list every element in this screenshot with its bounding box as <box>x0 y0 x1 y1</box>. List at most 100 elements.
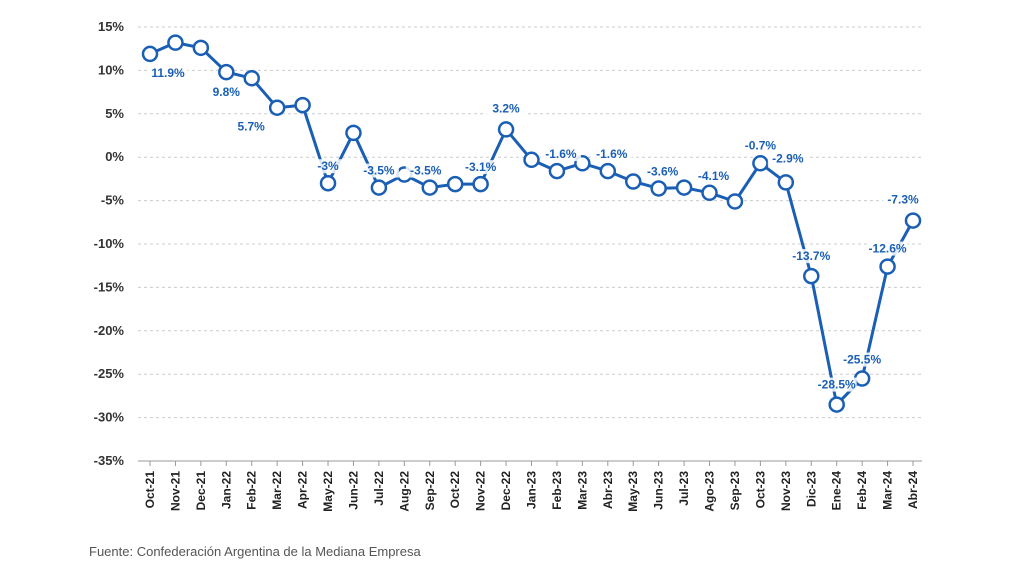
x-tick-label: May-22 <box>321 471 335 512</box>
data-label: -0.7% <box>745 138 777 152</box>
y-tick-label: -10% <box>94 236 125 251</box>
data-label-bg <box>358 163 399 178</box>
y-tick-label: 10% <box>98 62 124 77</box>
y-axis: 15% 10% 5% 0% -5% -10% -15% -20% -25% -30% -35% <box>94 19 125 468</box>
y-tick-label: 15% <box>98 19 124 34</box>
data-point <box>675 179 693 196</box>
data-point <box>777 174 795 191</box>
data-label: 3.2% <box>492 101 520 115</box>
y-tick-label: -25% <box>94 366 125 381</box>
x-tick-label: Mar-22 <box>270 471 284 510</box>
data-label-bg <box>405 163 446 178</box>
x-tick-label: Abr-23 <box>601 471 615 509</box>
data-label-bg <box>791 249 832 264</box>
data-label-bg <box>460 160 501 175</box>
data-point <box>243 69 260 87</box>
data-point <box>650 180 667 197</box>
grid-lines <box>138 26 922 462</box>
data-point <box>879 258 896 275</box>
x-tick-label: May-23 <box>626 471 640 512</box>
data-point <box>701 184 718 202</box>
y-tick-label: -35% <box>94 453 125 468</box>
data-label: 11.9% <box>151 66 185 80</box>
data-point <box>624 173 642 190</box>
x-tick-label: Nov-21 <box>168 471 182 511</box>
data-label: -3.5% <box>363 164 395 178</box>
y-tick-label: -20% <box>94 323 125 338</box>
data-point <box>752 155 769 172</box>
series-path <box>149 41 915 407</box>
data-label-bg <box>883 192 923 207</box>
data-point <box>294 96 311 114</box>
data-point <box>345 124 362 142</box>
data-point <box>421 179 439 196</box>
data-label-bg <box>231 119 272 134</box>
data-point <box>141 45 159 63</box>
data-label: -12.6% <box>869 242 907 256</box>
data-point <box>548 162 566 180</box>
data-label: -25.5% <box>843 353 881 367</box>
x-tick-label: Abr-24 <box>906 471 920 509</box>
data-label: -3.6% <box>647 164 679 178</box>
data-label: -3.5% <box>410 164 442 178</box>
data-point <box>218 63 235 81</box>
data-label-bg <box>486 101 527 116</box>
y-tick-label: 0% <box>105 149 124 164</box>
data-label: -28.5% <box>818 378 856 392</box>
x-tick-label: Oct-22 <box>448 471 462 509</box>
data-point <box>599 162 617 180</box>
x-tick-label: Dic-23 <box>804 471 818 507</box>
data-labels: 11.9% 9.8% 5.7% -3% -3.5% -3.5% -3.1% 3.2% -1.6%… <box>148 65 923 392</box>
data-label: -1.6% <box>545 147 577 161</box>
data-point <box>446 175 464 193</box>
data-point <box>497 121 515 138</box>
data-label-bg <box>867 241 908 256</box>
data-label: -2.9% <box>772 151 804 165</box>
data-point <box>319 174 337 192</box>
x-tick-label: Jun-23 <box>652 471 666 510</box>
x-tick-label: Ene-24 <box>830 471 844 511</box>
x-tick-label: Jan-23 <box>525 471 539 509</box>
data-point <box>803 267 820 285</box>
data-label: -4.1% <box>698 169 730 183</box>
x-tick-label: Jul-23 <box>677 471 691 506</box>
x-tick-label: Dec-21 <box>194 471 208 511</box>
data-point <box>192 39 210 57</box>
x-tick-label: Jan-22 <box>219 471 233 509</box>
x-tick-label: Oct-23 <box>753 471 767 509</box>
x-tick-label: Mar-24 <box>881 471 895 510</box>
data-label-bg <box>842 352 883 367</box>
y-tick-label: -30% <box>94 410 125 425</box>
x-axis: Oct-21 Nov-21 Dec-21 Jan-22 Feb-22 Mar-22 Apr-… <box>138 460 922 512</box>
x-tick-label: Sep-23 <box>728 471 742 511</box>
x-tick-label: Nov-22 <box>474 471 488 511</box>
data-points <box>141 34 922 413</box>
data-label: 9.8% <box>213 85 241 99</box>
data-point <box>370 179 388 196</box>
x-tick-label: Sep-22 <box>423 471 437 511</box>
x-tick-label: Ago-23 <box>703 471 717 512</box>
data-point <box>472 175 489 193</box>
data-label-bg <box>740 138 781 153</box>
data-point <box>726 193 744 210</box>
series-line <box>149 41 915 407</box>
data-point <box>828 396 845 413</box>
x-tick-label: Mar-23 <box>575 471 589 510</box>
data-point <box>904 212 922 229</box>
y-tick-label: -5% <box>101 193 125 208</box>
data-label-bg <box>693 168 734 183</box>
data-label-bg <box>767 151 808 166</box>
data-label-bg <box>642 164 683 179</box>
data-point <box>167 34 184 51</box>
x-tick-label: Jul-22 <box>372 471 386 506</box>
x-tick-label: Nov-23 <box>779 471 793 511</box>
x-tick-label: Aug-22 <box>397 471 411 512</box>
data-label-bg <box>591 147 632 162</box>
x-tick-label: Apr-22 <box>296 471 310 509</box>
x-tick-label: Jun-22 <box>346 471 360 510</box>
data-point <box>268 99 286 116</box>
data-label-bg <box>308 159 349 174</box>
x-tick-label: Feb-22 <box>245 471 259 510</box>
data-label-bg <box>540 147 581 162</box>
